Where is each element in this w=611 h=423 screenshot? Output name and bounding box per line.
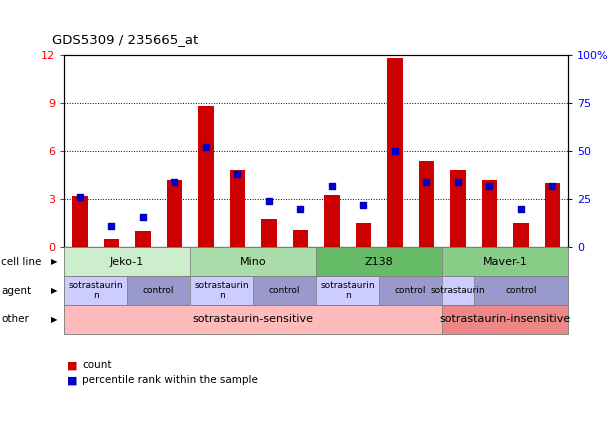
- Point: [516, 206, 526, 212]
- Text: cell line: cell line: [1, 257, 42, 267]
- Text: sotrastaurin
n: sotrastaurin n: [194, 281, 249, 300]
- Text: ■: ■: [67, 360, 78, 371]
- Text: other: other: [1, 314, 29, 324]
- Bar: [450, 170, 466, 247]
- Point: [201, 144, 211, 151]
- Text: agent: agent: [1, 286, 31, 296]
- Bar: [293, 230, 309, 247]
- Point: [233, 171, 243, 178]
- Bar: [230, 170, 245, 247]
- Bar: [481, 180, 497, 247]
- Point: [296, 206, 306, 212]
- Text: control: control: [395, 286, 426, 295]
- Point: [547, 182, 557, 189]
- Point: [138, 213, 148, 220]
- Text: sotrastaurin-sensitive: sotrastaurin-sensitive: [192, 314, 313, 324]
- Text: ▶: ▶: [51, 257, 57, 266]
- Bar: [544, 183, 560, 247]
- Bar: [72, 196, 88, 247]
- Bar: [356, 223, 371, 247]
- Text: Z138: Z138: [365, 257, 393, 267]
- Bar: [419, 161, 434, 247]
- Bar: [387, 58, 403, 247]
- Text: ■: ■: [67, 375, 78, 385]
- Point: [169, 179, 179, 185]
- Point: [453, 179, 463, 185]
- Text: sotrastaurin: sotrastaurin: [431, 286, 485, 295]
- Bar: [198, 106, 214, 247]
- Text: sotrastaurin
n: sotrastaurin n: [68, 281, 123, 300]
- Text: GDS5309 / 235665_at: GDS5309 / 235665_at: [52, 33, 198, 47]
- Text: Maver-1: Maver-1: [483, 257, 528, 267]
- Text: Mino: Mino: [240, 257, 266, 267]
- Text: ▶: ▶: [51, 315, 57, 324]
- Bar: [261, 219, 277, 247]
- Text: ▶: ▶: [51, 286, 57, 295]
- Bar: [167, 180, 182, 247]
- Bar: [135, 231, 151, 247]
- Text: sotrastaurin
n: sotrastaurin n: [320, 281, 375, 300]
- Bar: [513, 223, 529, 247]
- Point: [75, 194, 85, 201]
- Text: control: control: [269, 286, 301, 295]
- Text: sotrastaurin-insensitive: sotrastaurin-insensitive: [439, 314, 571, 324]
- Point: [264, 198, 274, 205]
- Text: control: control: [143, 286, 174, 295]
- Text: count: count: [82, 360, 112, 371]
- Text: control: control: [505, 286, 536, 295]
- Point: [106, 223, 116, 230]
- Text: Jeko-1: Jeko-1: [110, 257, 144, 267]
- Point: [485, 182, 494, 189]
- Bar: [103, 239, 119, 247]
- Point: [327, 182, 337, 189]
- Text: percentile rank within the sample: percentile rank within the sample: [82, 375, 258, 385]
- Point: [390, 148, 400, 155]
- Point: [359, 202, 368, 209]
- Point: [422, 179, 431, 185]
- Bar: [324, 195, 340, 247]
